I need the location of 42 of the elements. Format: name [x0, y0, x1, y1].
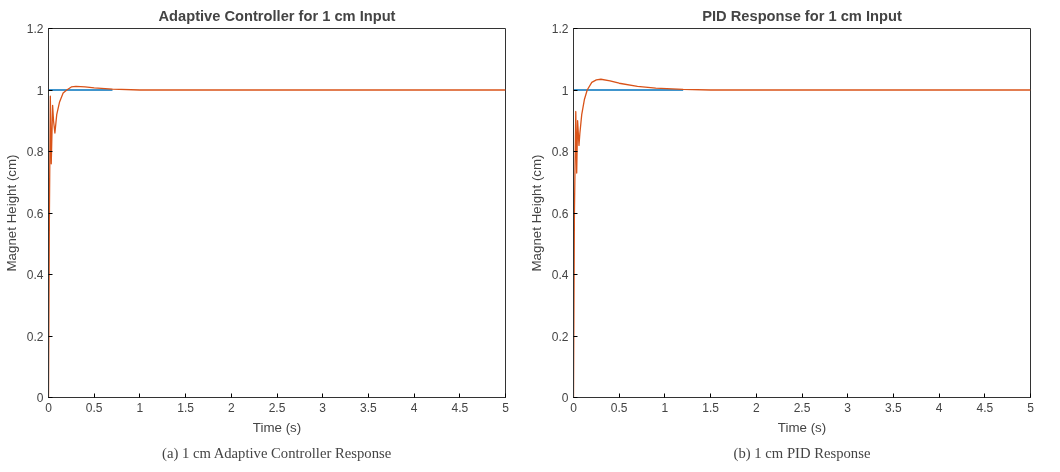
- y-tick-label: 0.2: [551, 329, 569, 344]
- x-tick-label: 2: [227, 400, 235, 415]
- x-tick-label: 2: [752, 400, 760, 415]
- x-tick-label: 1: [136, 400, 144, 415]
- y-tick-label: 0.6: [551, 206, 569, 221]
- y-tick-label: 0: [561, 391, 569, 405]
- y-tick-label: 0.8: [551, 145, 569, 159]
- x-tick-label: 2.5: [793, 400, 811, 415]
- x-axis-title: Time (s): [777, 419, 827, 435]
- y-tick-label: 1: [36, 83, 44, 98]
- y-tick-label: 1.2: [26, 22, 44, 36]
- x-tick-label: 0.5: [610, 400, 628, 415]
- y-tick-label: 0.6: [26, 206, 44, 221]
- x-tick-label: 3: [319, 400, 327, 415]
- y-axis-title: Magnet Height (cm): [528, 154, 544, 272]
- y-tick-label: 0.4: [551, 268, 569, 282]
- text: (b) 1 cm PID Response: [733, 444, 871, 462]
- x-tick-label: 3: [844, 400, 852, 415]
- x-tick-label: 3.5: [885, 400, 903, 415]
- x-tick-label: 3.5: [360, 400, 378, 415]
- y-tick-label: 0.2: [26, 329, 44, 344]
- chart-title: Adaptive Controller for 1 cm Input: [158, 7, 396, 24]
- y-tick-label: 1: [561, 83, 569, 98]
- y-tick-label: 0: [36, 391, 44, 405]
- x-tick-label: 4: [410, 400, 418, 415]
- chart-title: PID Response for 1 cm Input: [702, 7, 902, 24]
- x-tick-label: 1.5: [702, 400, 720, 415]
- x-tick-label: 4: [935, 400, 943, 415]
- y-tick-label: 0.8: [26, 145, 44, 159]
- x-tick-label: 1.5: [177, 400, 195, 415]
- x-tick-label: 0.5: [85, 400, 103, 415]
- x-axis-title: Time (s): [252, 419, 302, 435]
- text: (a) 1 cm Adaptive Controller Response: [162, 444, 392, 462]
- x-tick-label: 2.5: [268, 400, 286, 415]
- x-tick-label: 5: [502, 400, 510, 415]
- x-tick-label: 1: [661, 400, 669, 415]
- x-tick-label: 5: [1027, 400, 1035, 415]
- y-axis-title: Magnet Height (cm): [3, 154, 19, 272]
- x-tick-label: 4.5: [976, 400, 994, 415]
- x-tick-label: 4.5: [451, 400, 469, 415]
- y-tick-label: 1.2: [551, 22, 569, 36]
- y-tick-label: 0.4: [26, 268, 44, 282]
